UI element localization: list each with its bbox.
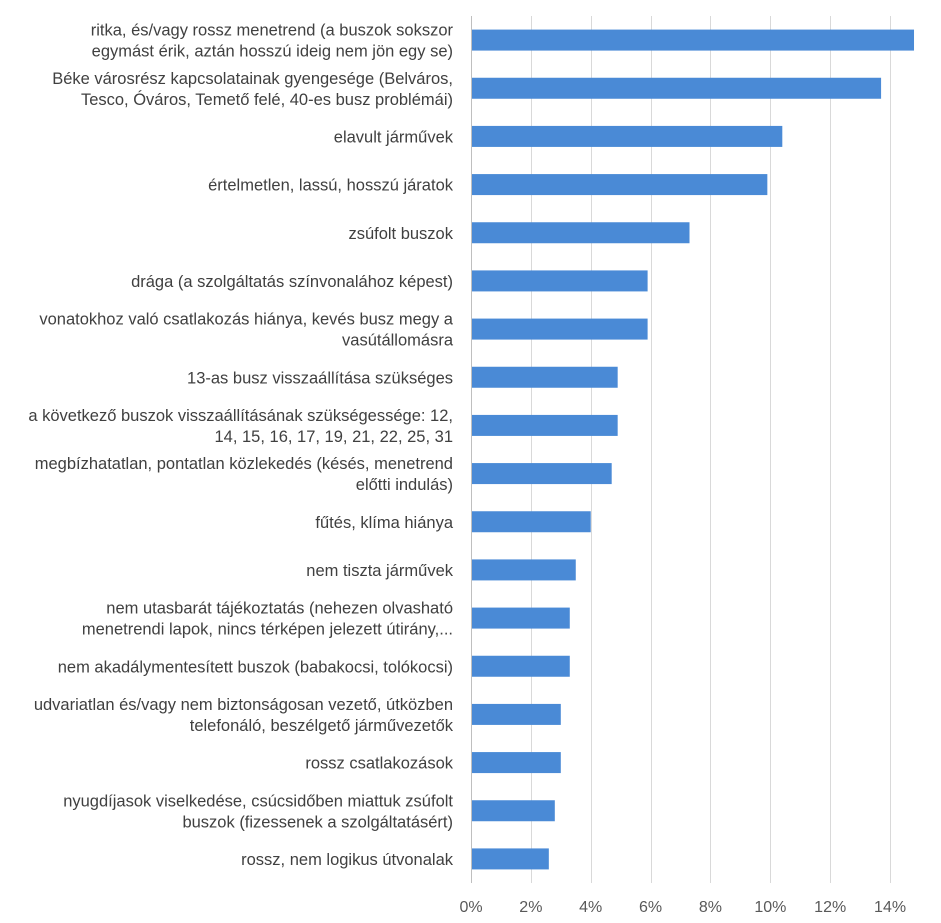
bar [472, 77, 882, 99]
category-label: rossz, nem logikus útvonalak [241, 851, 454, 869]
bar [472, 848, 549, 870]
category-label: 14, 15, 16, 17, 19, 21, 22, 25, 31 [214, 428, 453, 446]
category-label: egymást érik, aztán hosszú ideig nem jön… [92, 43, 453, 61]
category-label: zsúfolt buszok [348, 225, 453, 243]
category-label: nem utasbarát tájékoztatás (nehezen olva… [106, 600, 453, 618]
category-label: ritka, és/vagy rossz menetrend (a buszok… [91, 22, 454, 40]
x-tick-label: 12% [814, 899, 846, 916]
x-tick-label: 4% [579, 899, 602, 916]
category-label: elavult járművek [334, 128, 454, 146]
bar [472, 800, 555, 822]
bar [472, 463, 612, 485]
x-tick-label: 8% [699, 899, 722, 916]
gridlines [471, 16, 891, 883]
bar [472, 559, 576, 581]
category-label: udvariatlan és/vagy nem biztonságosan ve… [34, 696, 453, 714]
x-tick-label: 2% [519, 899, 542, 916]
bar [472, 655, 570, 677]
category-label: nyugdíjasok viselkedése, csúcsidőben mia… [63, 792, 453, 810]
category-label: a következő buszok visszaállításának szü… [28, 407, 453, 425]
bar [472, 366, 618, 388]
x-axis-tick-labels: 0% 2% 4% 6% 8% 10% 12% 14% [459, 899, 906, 916]
bar [472, 222, 690, 244]
bar [472, 607, 570, 629]
category-label: 13-as busz visszaállítása szükséges [187, 369, 453, 387]
bar [472, 414, 618, 436]
bar [472, 752, 561, 774]
category-label: nem akadálymentesített buszok (babakocsi… [58, 658, 453, 676]
category-label: telefonáló, beszélgető járművezetők [190, 717, 454, 735]
category-label: menetrendi lapok, nincs térképen jelezet… [82, 621, 453, 639]
category-label: drága (a szolgáltatás színvonalához képe… [131, 273, 453, 291]
bar [472, 318, 648, 340]
category-label: nem tiszta járművek [306, 562, 453, 580]
bar [472, 125, 783, 147]
category-label: buszok (fizessenek a szolgáltatásért) [182, 813, 453, 831]
x-tick-label: 0% [459, 899, 482, 916]
bars [472, 29, 915, 870]
bar [472, 174, 768, 196]
category-label: rossz csatlakozások [305, 755, 453, 773]
bar [472, 511, 591, 533]
category-label: vasútállomásra [342, 332, 454, 350]
category-label: Tesco, Óváros, Temető felé, 40-es busz p… [81, 90, 453, 109]
category-label: vonatokhoz való csatlakozás hiánya, kevé… [39, 311, 453, 329]
x-tick-label: 6% [639, 899, 662, 916]
category-label: Béke városrész kapcsolatainak gyengesége… [52, 70, 453, 88]
bar [472, 270, 648, 292]
bar [472, 703, 561, 725]
category-label: megbízhatatlan, pontatlan közlekedés (ké… [35, 455, 453, 473]
x-tick-label: 10% [754, 899, 786, 916]
x-tick-label: 14% [874, 899, 906, 916]
category-label: előtti indulás) [356, 476, 453, 494]
bar [472, 29, 915, 51]
category-label: fűtés, klíma hiánya [315, 514, 453, 532]
category-label: értelmetlen, lassú, hosszú járatok [208, 177, 454, 195]
category-labels: ritka, és/vagy rossz menetrend (a buszok… [28, 22, 453, 869]
